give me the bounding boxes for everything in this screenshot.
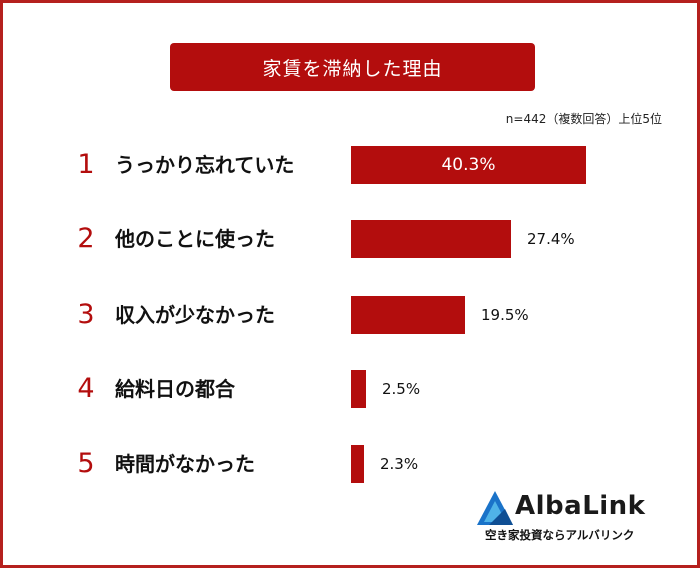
rank-number: 2 [77,223,95,254]
logo-wordmark: AlbaLink [515,491,646,521]
bar-row: 1 うっかり忘れていた 40.3% [3,145,700,185]
value-label: 19.5% [481,306,529,324]
category-label: 収入が少なかった [115,303,275,327]
bar [351,445,364,483]
rank-number: 3 [77,299,95,330]
bar [351,296,465,334]
bar [351,370,366,408]
albalink-logo-icon [477,491,513,525]
bar [351,146,586,184]
value-label: 40.3% [441,155,496,175]
chart-title: 家賃を滞納した理由 [170,43,535,91]
category-label: うっかり忘れていた [115,153,295,177]
value-label: 2.3% [380,455,419,473]
logo-tagline: 空き家投資ならアルバリンク [485,528,635,542]
value-label: 2.5% [382,380,421,398]
bar-row: 5 時間がなかった 2.3% [3,444,700,484]
bar-row: 2 他のことに使った 27.4% [3,219,700,259]
albalink-logo: AlbaLink 空き家投資ならアルバリンク [475,487,675,547]
category-label: 給料日の都合 [115,377,235,401]
rank-number: 4 [77,373,95,404]
rank-number: 5 [77,448,95,479]
category-label: 他のことに使った [115,227,275,251]
bar [351,220,511,258]
bar-row: 3 収入が少なかった 19.5% [3,295,700,335]
sample-note: n=442（複数回答）上位5位 [505,112,662,126]
rank-number: 1 [77,149,95,180]
bar-row: 4 給料日の都合 2.5% [3,369,700,409]
category-label: 時間がなかった [115,452,255,476]
value-label: 27.4% [527,230,575,248]
